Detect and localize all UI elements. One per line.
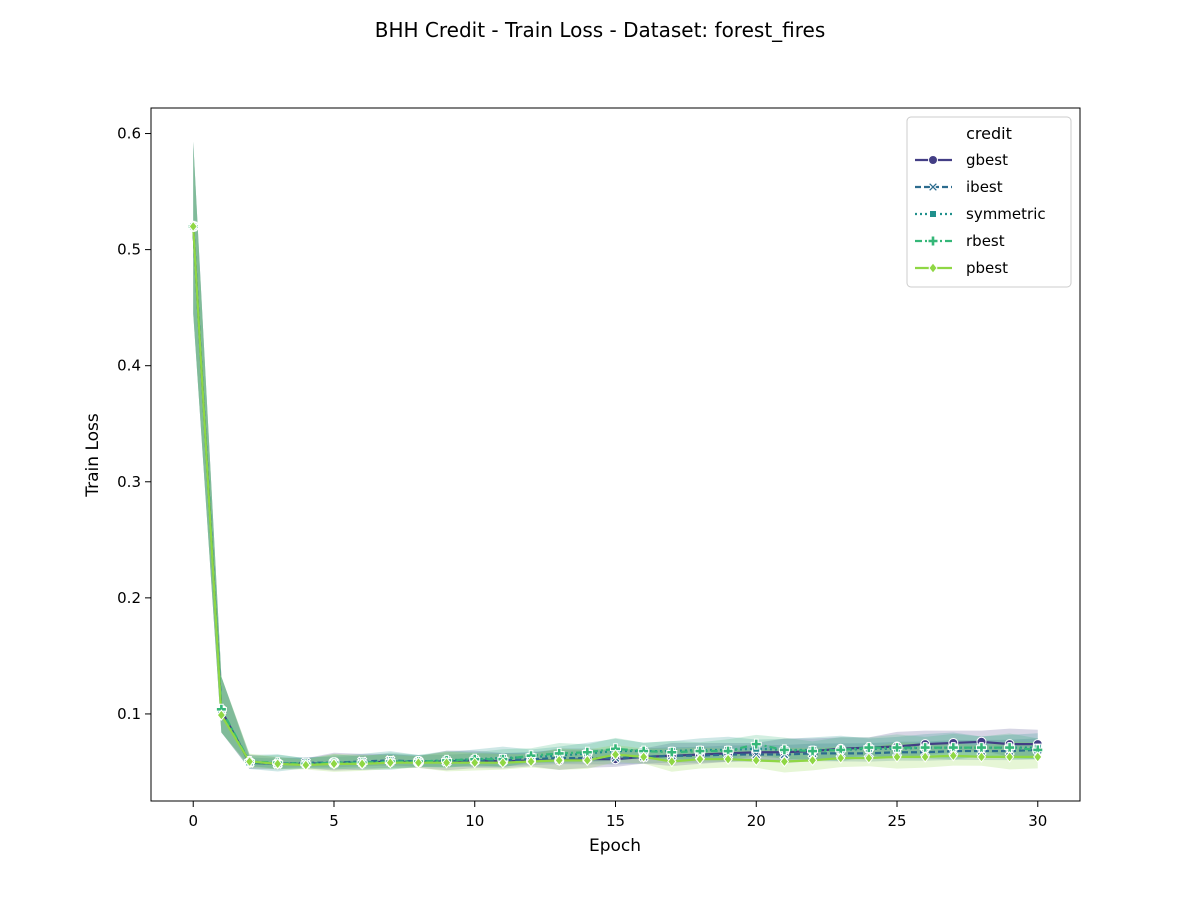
legend-marker-gbest xyxy=(928,155,938,165)
legend-label-symmetric: symmetric xyxy=(966,205,1046,223)
marker-pbest xyxy=(526,755,536,768)
marker-pbest xyxy=(216,709,227,721)
marker-pbest xyxy=(244,755,255,768)
series-line-ibest xyxy=(192,226,1038,765)
x-axis-ticks: 0 5 10 15 20 25 30 xyxy=(188,801,1047,830)
marker-pbest xyxy=(357,758,367,770)
marker-pbest xyxy=(498,756,508,769)
marker-pbest xyxy=(582,754,592,767)
x-tick-label: 15 xyxy=(606,812,625,830)
y-tick-label: 0.2 xyxy=(117,589,141,607)
marker-rbest xyxy=(975,742,987,754)
marker-pbest xyxy=(779,755,790,768)
marker-pbest xyxy=(807,754,818,767)
marker-rbest xyxy=(807,745,819,757)
marker-pbest xyxy=(920,751,930,763)
legend-marker-symmetric xyxy=(929,210,937,218)
legend-label-pbest: pbest xyxy=(966,259,1008,277)
marker-pbest xyxy=(892,751,902,763)
legend: credit gbest ibest symmetric rbest pbest xyxy=(906,116,1072,288)
series-markers xyxy=(187,220,1044,771)
marker-rbest xyxy=(891,742,903,754)
y-tick-label: 0.6 xyxy=(117,125,141,143)
marker-pbest xyxy=(273,758,283,770)
marker-rbest xyxy=(863,742,875,754)
marker-pbest xyxy=(385,756,395,769)
y-tick-label: 0.3 xyxy=(117,473,141,491)
chart-title: BHH Credit - Train Loss - Dataset: fores… xyxy=(375,18,826,42)
marker-rbest xyxy=(919,742,931,754)
legend-title: credit xyxy=(966,124,1012,143)
legend-marker-ibest xyxy=(927,181,939,193)
marker-pbest xyxy=(554,754,564,767)
legend-marker-pbest xyxy=(928,262,938,274)
marker-pbest xyxy=(948,749,958,762)
x-tick-label: 25 xyxy=(887,812,906,830)
marker-rbest xyxy=(666,746,678,758)
y-tick-label: 0.4 xyxy=(117,357,141,375)
series-line-gbest xyxy=(192,226,1038,765)
series-line-rbest xyxy=(192,226,1038,765)
x-tick-label: 0 xyxy=(188,812,198,830)
x-axis-label: Epoch xyxy=(589,836,641,856)
legend-label-ibest: ibest xyxy=(966,178,1003,196)
marker-pbest xyxy=(667,755,677,768)
marker-pbest xyxy=(188,220,198,233)
marker-pbest xyxy=(751,754,761,767)
x-tick-label: 30 xyxy=(1028,812,1047,830)
x-tick-label: 10 xyxy=(465,812,484,830)
y-axis-label: Train Loss xyxy=(83,413,103,498)
marker-rbest xyxy=(778,744,790,756)
series-line-pbest xyxy=(192,226,1038,767)
x-tick-label: 5 xyxy=(329,812,339,830)
legend-label-rbest: rbest xyxy=(966,232,1005,250)
marker-pbest xyxy=(413,756,424,769)
marker-pbest xyxy=(695,753,705,766)
y-tick-label: 0.1 xyxy=(117,705,141,723)
legend-marker-rbest xyxy=(927,235,939,247)
marker-pbest xyxy=(329,758,339,770)
y-axis-ticks: 0.1 0.2 0.3 0.4 0.5 0.6 xyxy=(117,125,151,723)
marker-pbest xyxy=(610,748,621,761)
marker-pbest xyxy=(301,759,311,771)
marker-rbest xyxy=(750,738,762,750)
marker-rbest xyxy=(1004,742,1016,754)
series-lines xyxy=(192,226,1038,767)
series-line-symmetric xyxy=(192,226,1038,765)
marker-pbest xyxy=(1033,751,1043,763)
y-tick-label: 0.5 xyxy=(117,241,141,259)
marker-pbest xyxy=(441,756,452,769)
marker-pbest xyxy=(864,752,874,764)
x-tick-label: 20 xyxy=(747,812,766,830)
marker-pbest xyxy=(639,751,649,763)
legend-label-gbest: gbest xyxy=(966,151,1008,169)
marker-pbest xyxy=(1004,751,1015,763)
marker-pbest xyxy=(836,752,846,764)
marker-pbest xyxy=(470,756,480,769)
marker-pbest xyxy=(976,751,987,763)
marker-pbest xyxy=(723,753,733,766)
